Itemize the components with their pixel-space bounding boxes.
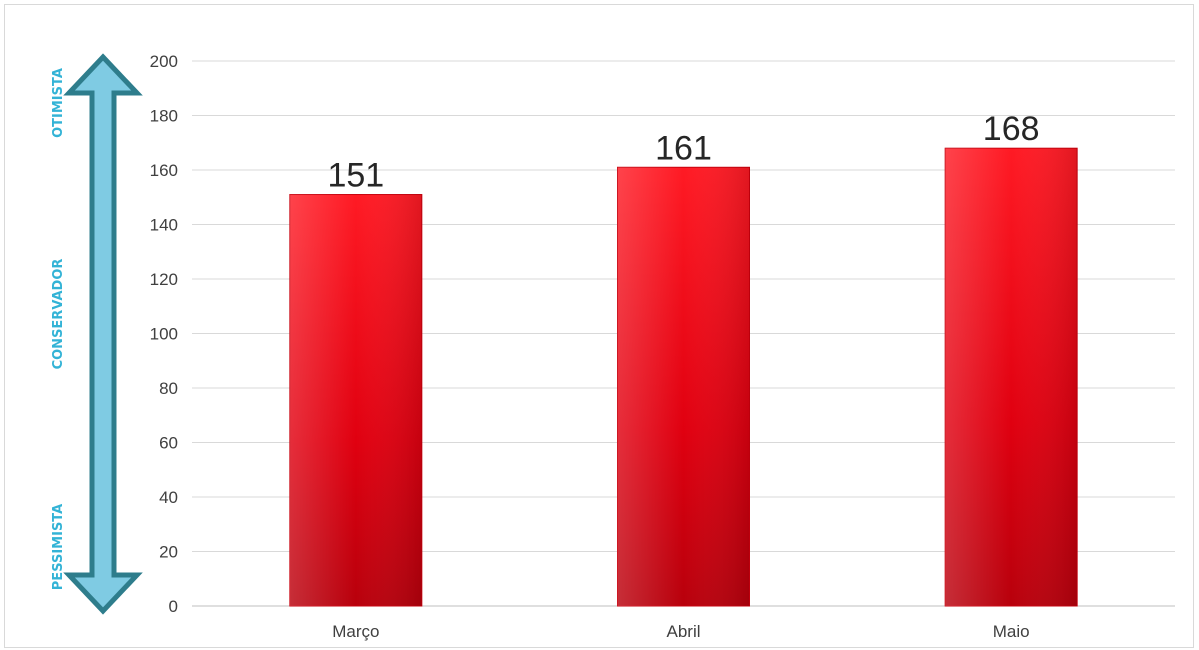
y-tick-label: 80	[159, 379, 178, 398]
x-category-label: Março	[332, 622, 379, 641]
scenario-label-otimista: OTIMISTA	[51, 68, 66, 138]
data-labels: 151 161 168	[327, 110, 1039, 194]
y-tick-label: 140	[150, 216, 178, 235]
y-tick-label: 60	[159, 434, 178, 453]
x-category-label: Maio	[993, 622, 1030, 641]
y-tick-label: 120	[150, 270, 178, 289]
x-category-label: Abril	[666, 622, 700, 641]
bar-shading	[945, 148, 1078, 606]
y-tick-label: 100	[150, 325, 178, 344]
bars	[289, 147, 1078, 607]
scenario-label-conservador: CONSERVADOR	[51, 259, 66, 370]
y-axis-ticks: 0 20 40 60 80 100 120 140 160 180 200	[150, 52, 178, 616]
y-tick-label: 160	[150, 161, 178, 180]
double-arrow-icon	[63, 53, 143, 615]
y-tick-label: 180	[150, 107, 178, 126]
y-tick-label: 200	[150, 52, 178, 71]
y-tick-label: 40	[159, 488, 178, 507]
data-label: 168	[983, 110, 1040, 148]
bar-shading	[617, 167, 750, 606]
y-tick-label: 20	[159, 543, 178, 562]
bar-shading	[289, 194, 422, 606]
y-tick-label: 0	[169, 597, 178, 616]
scenario-scale: OTIMISTA CONSERVADOR PESSIMISTA	[51, 53, 143, 615]
data-label: 151	[327, 157, 384, 195]
x-axis-categories: Março Abril Maio	[332, 622, 1029, 641]
data-label: 161	[655, 129, 712, 167]
scenario-label-pessimista: PESSIMISTA	[51, 504, 66, 590]
